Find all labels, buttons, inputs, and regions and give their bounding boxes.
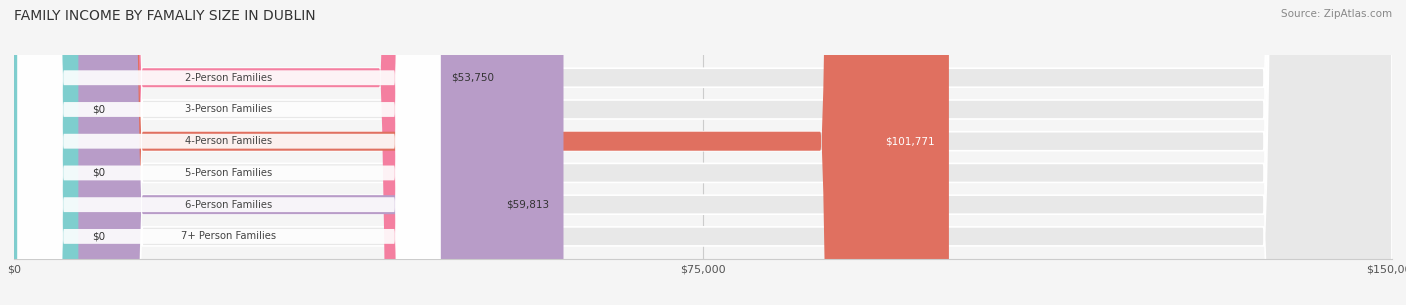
- FancyBboxPatch shape: [18, 0, 440, 305]
- FancyBboxPatch shape: [18, 0, 440, 305]
- FancyBboxPatch shape: [18, 0, 440, 305]
- Text: 7+ Person Families: 7+ Person Families: [181, 231, 277, 241]
- FancyBboxPatch shape: [14, 0, 1392, 305]
- Text: $101,771: $101,771: [886, 136, 935, 146]
- FancyBboxPatch shape: [14, 0, 1392, 305]
- Text: 4-Person Families: 4-Person Families: [186, 136, 273, 146]
- Text: $0: $0: [93, 105, 105, 114]
- FancyBboxPatch shape: [14, 0, 1392, 305]
- Text: $0: $0: [93, 168, 105, 178]
- Text: $0: $0: [93, 231, 105, 241]
- FancyBboxPatch shape: [14, 0, 79, 305]
- FancyBboxPatch shape: [18, 0, 440, 305]
- FancyBboxPatch shape: [14, 0, 1392, 305]
- Text: 6-Person Families: 6-Person Families: [186, 200, 273, 210]
- Text: FAMILY INCOME BY FAMALIY SIZE IN DUBLIN: FAMILY INCOME BY FAMALIY SIZE IN DUBLIN: [14, 9, 316, 23]
- FancyBboxPatch shape: [18, 0, 440, 305]
- FancyBboxPatch shape: [14, 0, 1392, 305]
- FancyBboxPatch shape: [14, 0, 1392, 305]
- FancyBboxPatch shape: [14, 0, 564, 305]
- FancyBboxPatch shape: [14, 0, 79, 305]
- Text: $53,750: $53,750: [451, 73, 494, 83]
- Text: Source: ZipAtlas.com: Source: ZipAtlas.com: [1281, 9, 1392, 19]
- FancyBboxPatch shape: [14, 0, 79, 305]
- Text: 2-Person Families: 2-Person Families: [186, 73, 273, 83]
- FancyBboxPatch shape: [14, 0, 949, 305]
- Text: 5-Person Families: 5-Person Families: [186, 168, 273, 178]
- FancyBboxPatch shape: [14, 0, 508, 305]
- Text: $59,813: $59,813: [506, 200, 550, 210]
- Text: 3-Person Families: 3-Person Families: [186, 105, 273, 114]
- FancyBboxPatch shape: [18, 0, 440, 305]
